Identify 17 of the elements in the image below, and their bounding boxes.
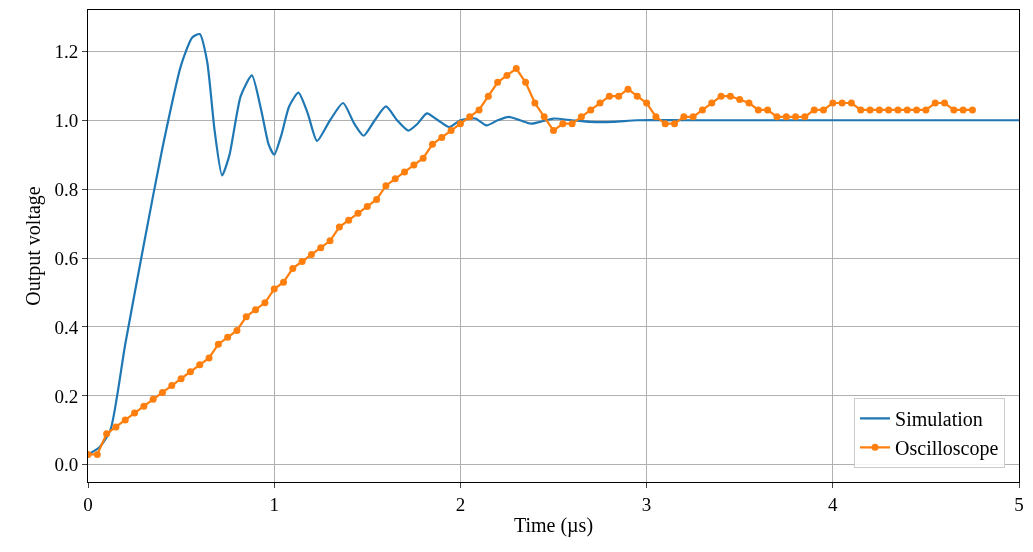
y-tick-label: 0.8	[54, 178, 79, 200]
y-tick-label: 1.0	[54, 109, 79, 131]
y-tick-label: 1.2	[54, 40, 79, 62]
y-tick-label: 0.6	[54, 247, 79, 269]
y-axis-title: Output voltage	[21, 186, 45, 306]
legend-label: Simulation	[895, 408, 983, 431]
x-axis-title: Time (µs)	[513, 514, 594, 538]
y-tick-label: 0.2	[54, 385, 79, 407]
x-tick-label: 0	[83, 493, 93, 515]
x-tick-label: 3	[641, 493, 652, 515]
x-tick-label: 1	[269, 493, 279, 515]
x-tick-label: 4	[828, 493, 839, 515]
legend-label: Oscilloscope	[895, 437, 999, 461]
y-tick-label: 0.0	[54, 454, 79, 476]
y-tick-label: 0.4	[54, 316, 79, 338]
x-tick-label: 5	[1014, 493, 1024, 515]
x-tick-label: 2	[455, 493, 466, 515]
